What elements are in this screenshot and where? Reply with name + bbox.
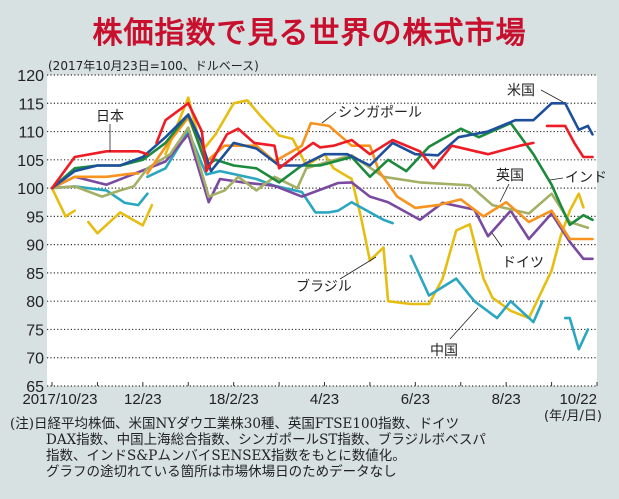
y-tick-label: 120 — [17, 68, 44, 85]
annotation-leader-singapore — [321, 111, 337, 124]
y-tick-label: 90 — [26, 238, 44, 255]
annotation-label-germany: ドイツ — [502, 255, 544, 271]
footnote-line: 指数、インドS&PムンバイSENSEX指数をもとに数値化。 — [46, 448, 406, 464]
annotation-label-uk: 英国 — [496, 167, 524, 184]
series-line-japan — [50, 102, 594, 190]
annotation-label-japan: 日本 — [96, 109, 124, 125]
y-tick-label: 80 — [26, 294, 44, 311]
annotation-leader-china — [449, 307, 479, 340]
series-line-us — [50, 102, 594, 190]
series-line-india — [50, 113, 594, 227]
y-tick-label: 100 — [17, 181, 44, 198]
y-tick-label: 105 — [17, 153, 44, 170]
chart-subtitle: (2017年10月23日=100、ドルベース) — [48, 59, 259, 73]
y-axis-ticks: 65 70 75 80 85 90 95 100 105 110 115 120 — [17, 68, 44, 396]
x-axis-ticks: 2017/10/23 12/23 18/2/23 4/23 6/23 8/23 10/22 — [22, 382, 598, 408]
y-tick-label: 70 — [26, 351, 44, 368]
y-tick-label: 85 — [26, 266, 44, 283]
x-tick-label: 6/23 — [401, 391, 430, 408]
y-tick-label: 110 — [18, 125, 44, 142]
x-tick-label: 8/23 — [492, 391, 521, 408]
footnote-line: (注)日経平均株価、米国NYダウ工業株30種、英国FTSE100指数、ドイツ — [10, 416, 460, 432]
y-tick-label: 75 — [26, 322, 44, 339]
series-line-germany — [50, 133, 594, 261]
annotation-label-singapore: シンガポール — [338, 105, 422, 121]
y-tick-label: 115 — [18, 96, 44, 113]
annotation-label-brazil: ブラジル — [296, 278, 352, 295]
date-format-label: (年/月/日) — [544, 409, 602, 424]
annotation-label-china: 中国 — [430, 343, 458, 359]
x-tick-label: 12/23 — [124, 391, 162, 408]
annotation-leader-uk — [499, 183, 510, 203]
annotation-leader-brazil — [339, 256, 377, 280]
chart-title: 株価指数で見る世界の株式市場 — [92, 16, 527, 51]
annotation-leader-india — [549, 177, 564, 181]
annotation-label-india: インド — [565, 170, 607, 186]
x-tick-label: 10/22 — [559, 391, 597, 408]
annotation-leader-germany — [491, 232, 503, 248]
x-tick-label: 2017/10/23 — [22, 391, 97, 408]
y-tick-label: 65 — [26, 379, 44, 396]
x-tick-label: 18/2/23 — [209, 391, 259, 408]
x-tick-label: 4/23 — [310, 391, 339, 408]
annotation-leader-us — [540, 89, 564, 103]
series-line-china — [50, 130, 590, 351]
footnote-line: グラフの途切れている箇所は市場休場日のためデータなし — [46, 464, 397, 480]
footnote-line: DAX指数、中国上海総合指数、シンガポールST指数、ブラジルボベスパ — [46, 432, 486, 448]
y-tick-label: 95 — [26, 209, 44, 226]
annotation-label-us: 米国 — [507, 83, 535, 99]
footnote: (注)日経平均株価、米国NYダウ工業株30種、英国FTSE100指数、ドイツ D… — [10, 416, 486, 480]
series-lines — [50, 96, 594, 351]
series-line-uk — [50, 126, 590, 229]
